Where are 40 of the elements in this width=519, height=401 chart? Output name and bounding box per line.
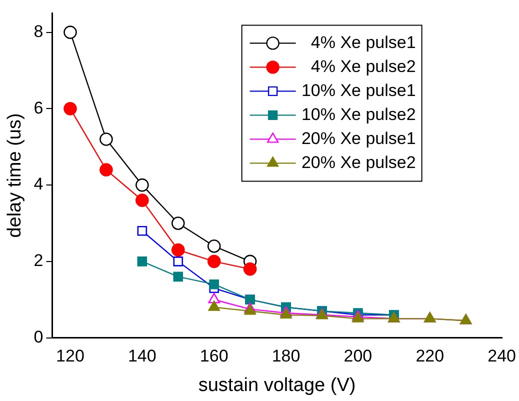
point <box>137 256 148 266</box>
legend-label: 10% Xe pulse2 <box>301 104 416 124</box>
legend-label: 4% Xe pulse1 <box>310 32 416 52</box>
y-tick-label: 2 <box>34 251 44 270</box>
point <box>208 292 220 304</box>
x-tick-label: 220 <box>416 346 444 366</box>
point <box>136 178 149 192</box>
point <box>209 279 219 290</box>
x-tick-label: 160 <box>200 346 228 366</box>
point <box>100 132 113 146</box>
legend-label: 4% Xe pulse2 <box>310 56 416 76</box>
point <box>136 194 149 207</box>
point <box>64 26 77 39</box>
point <box>207 240 221 253</box>
y-tick-label: 6 <box>34 98 44 118</box>
point <box>64 102 77 116</box>
legend-label: 20% Xe pulse2 <box>301 152 416 172</box>
y-tick-label: 8 <box>34 22 44 41</box>
point <box>137 226 148 236</box>
point <box>100 163 113 176</box>
point <box>352 312 364 322</box>
point <box>280 308 292 319</box>
legend-label: 20% Xe pulse1 <box>301 128 416 148</box>
point <box>207 254 221 268</box>
x-tick-label: 180 <box>272 346 300 366</box>
point <box>243 262 257 276</box>
x-tick-label: 120 <box>56 346 84 366</box>
x-tick-label: 240 <box>488 346 516 366</box>
point <box>208 300 220 311</box>
point <box>171 216 185 230</box>
x-axis-title: sustain voltage (V) <box>198 374 356 396</box>
y-tick-label: 4 <box>34 174 44 194</box>
point <box>171 243 185 257</box>
x-tick-label: 200 <box>344 346 372 366</box>
x-tick-label: 140 <box>128 346 156 366</box>
point <box>173 272 184 282</box>
point <box>173 256 184 266</box>
y-tick-label: 0 <box>34 327 44 346</box>
y-axis-title: delay time (us) <box>4 113 26 238</box>
legend-label: 10% Xe pulse1 <box>301 80 416 100</box>
